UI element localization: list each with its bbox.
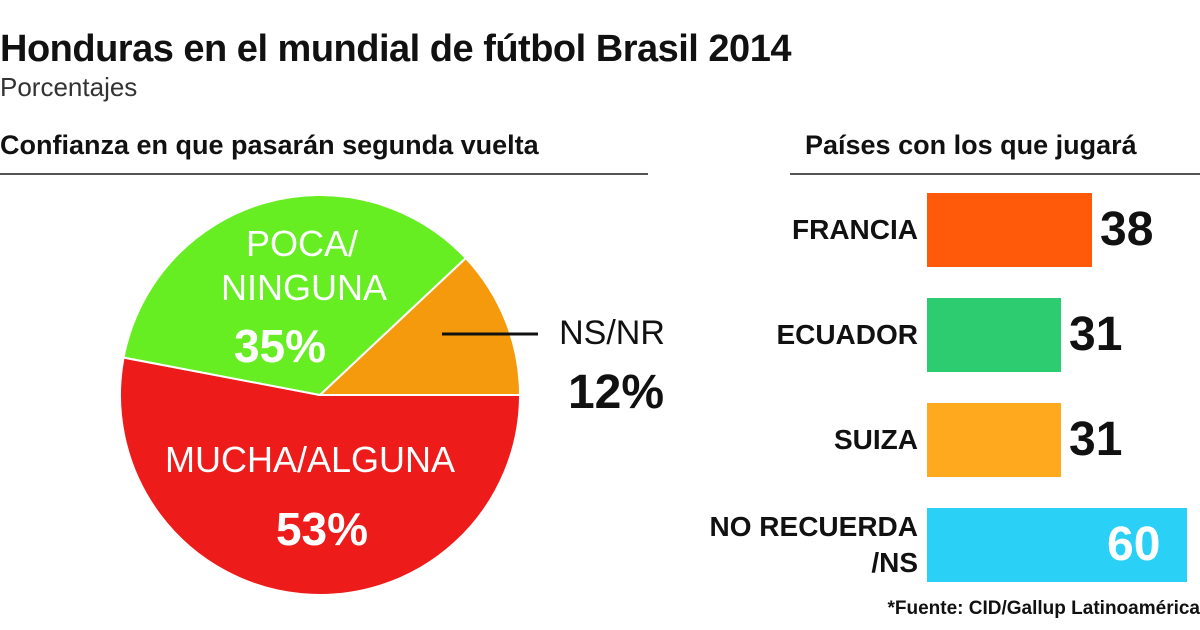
bar-value-francia: 38 bbox=[1100, 203, 1154, 256]
bar-ecuador bbox=[927, 298, 1061, 372]
bar-value-ecuador: 31 bbox=[1069, 308, 1123, 361]
bar-label-suiza: SUIZA bbox=[834, 424, 918, 455]
chart-title: Honduras en el mundial de fútbol Brasil … bbox=[0, 28, 791, 70]
source-note: *Fuente: CID/Gallup Latinoamérica bbox=[887, 598, 1200, 619]
pie-slice-ns-nr bbox=[317, 256, 522, 396]
bar-no-recuerda bbox=[927, 508, 1187, 582]
pie-title-rule bbox=[0, 173, 648, 175]
bar-francia bbox=[927, 193, 1092, 267]
bar-label-francia: FRANCIA bbox=[792, 214, 918, 245]
pie-label-ns-nr: NS/NR bbox=[559, 314, 665, 352]
pie-label-ninguna: NINGUNA bbox=[221, 267, 387, 308]
bar-suiza bbox=[927, 403, 1061, 477]
bar-value-suiza: 31 bbox=[1069, 413, 1123, 466]
pie-slice-poca-ninguna bbox=[122, 194, 468, 397]
bar-value-no-recuerda: 60 bbox=[1107, 518, 1161, 571]
bar-label-no-recuerda: NO RECUERDA/NS bbox=[709, 511, 918, 578]
bar-title-rule bbox=[790, 173, 1200, 175]
pie-value-ns-nr: 12% bbox=[568, 366, 664, 419]
pie-slice-mucha-alguna bbox=[119, 356, 522, 596]
bar-label-ecuador: ECUADOR bbox=[776, 319, 918, 350]
pie-value-mucha-alguna: 53% bbox=[276, 503, 368, 555]
pie-label-mucha-alguna: MUCHA/ALGUNA bbox=[165, 439, 455, 480]
chart-subtitle: Porcentajes bbox=[0, 72, 138, 102]
pie-chart-title: Confianza en que pasarán segunda vuelta bbox=[0, 130, 539, 160]
bar-chart-title: Países con los que jugará bbox=[805, 130, 1137, 160]
pie-label-poca: POCA/ bbox=[246, 223, 358, 264]
pie-value-poca-ninguna: 35% bbox=[234, 320, 326, 372]
